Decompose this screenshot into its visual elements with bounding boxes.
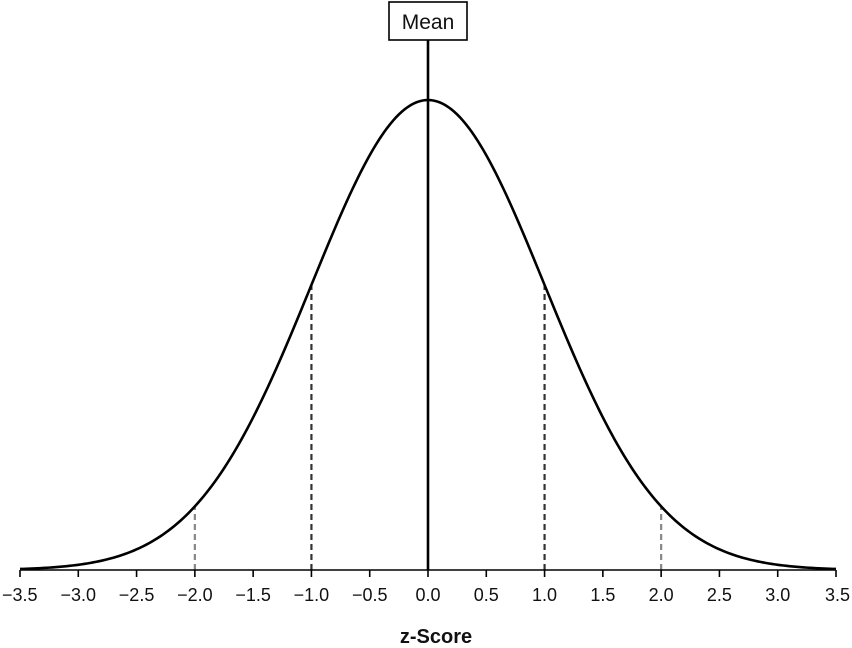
reference-lines [193,284,663,570]
x-axis-ticks: −3.5 −3.0 −2.5 −2.0 −1.5 −1.0 −0.5 0.0 0.5 1.0 1.5… [2,570,850,605]
mean-label-box: Mean [388,1,468,41]
mean-label: Mean [402,11,455,34]
x-tick-label: −3.5 [2,585,38,605]
x-tick-label: 0.5 [474,585,499,605]
x-tick-label: 2.5 [707,585,732,605]
x-tick-label: 1.5 [590,585,615,605]
x-tick-label: −2.5 [119,585,155,605]
x-tick-label: −1.0 [294,585,330,605]
x-tick-label: 3.5 [825,585,850,605]
x-tick-label: 2.0 [649,585,674,605]
x-tick-label: −3.0 [61,585,97,605]
x-tick-label: 1.0 [532,585,557,605]
mean-label-frame [388,1,468,41]
x-tick-label: −2.0 [177,585,213,605]
x-tick-label: 0.0 [415,585,440,605]
x-tick-label: 3.0 [765,585,790,605]
x-tick-label: −0.5 [352,585,388,605]
x-axis-title: z-Score [400,626,472,648]
x-tick-label: −1.5 [235,585,271,605]
